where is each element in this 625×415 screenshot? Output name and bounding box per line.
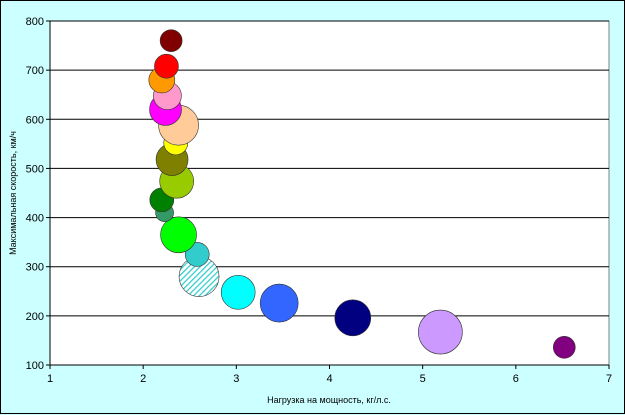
x-tick-label: 3 xyxy=(233,373,239,385)
x-tick-label: 4 xyxy=(326,373,332,385)
x-tick-label: 7 xyxy=(606,373,612,385)
y-tick-label: 600 xyxy=(26,114,44,126)
bubble-3 xyxy=(259,283,299,323)
y-tick-label: 300 xyxy=(26,262,44,274)
bubble-2 xyxy=(334,299,372,337)
y-tick-labels: 100 200 300 400 500 600 700 800 xyxy=(26,16,50,372)
bubble-7 xyxy=(160,216,197,254)
x-tick-label: 5 xyxy=(420,373,426,385)
y-tick-label: 400 xyxy=(26,213,44,225)
x-tick-label: 6 xyxy=(513,373,519,385)
bubble-4 xyxy=(220,274,256,310)
x-tick-labels: 1 2 3 4 5 6 7 xyxy=(47,365,612,385)
bubble-0 xyxy=(552,336,576,359)
bubble-17 xyxy=(154,53,179,79)
bubbles xyxy=(148,29,576,359)
gridlines xyxy=(50,20,609,317)
bubble-18 xyxy=(159,29,183,52)
plot-area xyxy=(49,20,610,366)
bubble-1 xyxy=(418,309,463,355)
x-axis-label: Нагрузка на мощность, кг/л.с. xyxy=(267,395,391,405)
y-tick-label: 500 xyxy=(26,163,44,175)
bubble-6 xyxy=(184,242,210,267)
x-tick-label: 2 xyxy=(140,373,146,385)
y-tick-label: 700 xyxy=(26,65,44,77)
y-tick-label: 100 xyxy=(26,360,44,372)
x-tick-label: 1 xyxy=(47,373,53,385)
y-tick-label: 800 xyxy=(26,16,44,28)
y-axis-label: Максимальная скорость, км/ч xyxy=(8,131,18,255)
y-tick-label: 200 xyxy=(26,311,44,323)
